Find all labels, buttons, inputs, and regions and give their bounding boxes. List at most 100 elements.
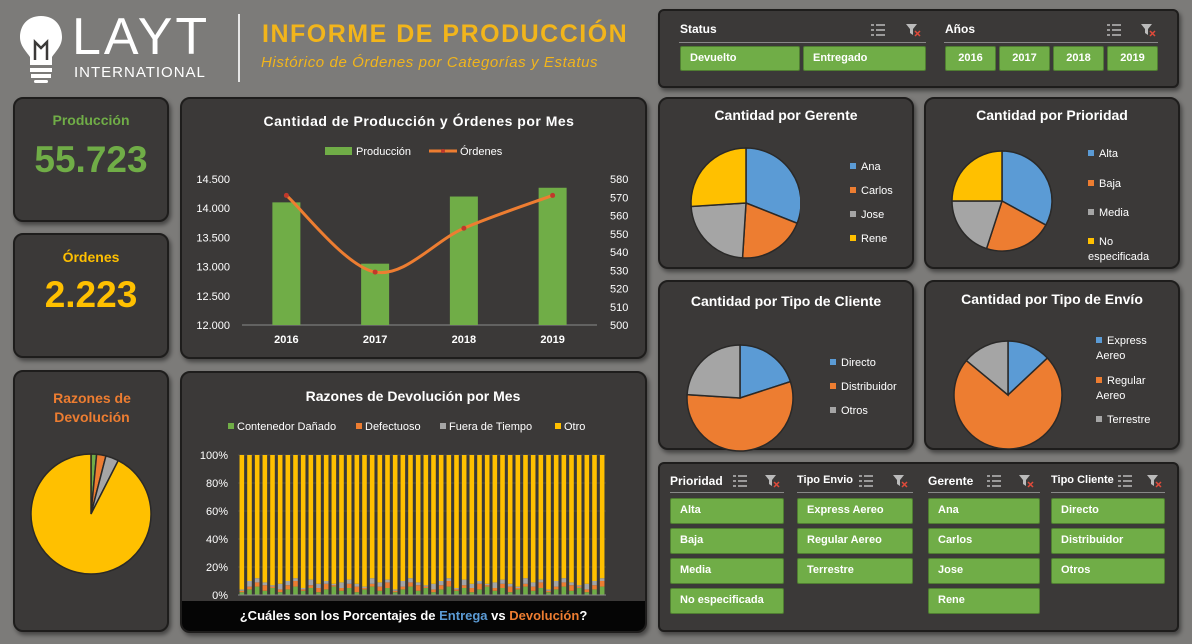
stack-bar-segment [516, 455, 521, 587]
slicer-year-2017[interactable]: 2017 [999, 46, 1050, 71]
slicer-prioridad-alta[interactable]: Alta [670, 498, 784, 524]
banner-entrega: Entrega [439, 608, 487, 623]
stack-bar-segment [493, 588, 498, 591]
legend-marker-ordenes [441, 149, 445, 153]
kpi-produccion-card: Producción 55.723 [13, 97, 169, 222]
legend-label-ordenes: Órdenes [460, 145, 503, 158]
legend-swatch [1088, 238, 1094, 244]
stack-bar-segment [316, 455, 321, 584]
slicer-prioridad-baja[interactable]: Baja [670, 528, 784, 554]
slicer-prioridad-media[interactable]: Media [670, 558, 784, 584]
page-subtitle: Histórico de Órdenes por Categorías y Es… [261, 54, 598, 71]
stack-bar-segment [592, 589, 597, 595]
slicer-year-2018[interactable]: 2018 [1053, 46, 1104, 71]
legend-swatch-defectuoso [356, 423, 362, 429]
stack-bar-segment [539, 582, 544, 588]
multiselect-icon[interactable] [870, 23, 886, 37]
legend-swatch [1096, 377, 1102, 383]
legend-swatch [1088, 180, 1094, 186]
slicer-gerente-jose[interactable]: Jose [928, 558, 1040, 584]
slicer-envio-regular-aereo[interactable]: Regular Aereo [797, 528, 913, 554]
clear-filter-icon[interactable] [1018, 474, 1034, 488]
multiselect-icon[interactable] [1117, 474, 1133, 488]
slicer-cliente-distribuidor[interactable]: Distribuidor [1051, 528, 1165, 554]
stack-bar-segment [286, 581, 291, 585]
slicer-year-2016[interactable]: 2016 [945, 46, 996, 71]
slicer-year-2019[interactable]: 2019 [1107, 46, 1158, 71]
stack-bar-segment [470, 588, 475, 592]
x-tick-label: 2016 [274, 334, 298, 346]
clear-filter-icon[interactable] [1140, 23, 1156, 37]
stack-bar-segment [370, 584, 375, 587]
slicer-status-item-entregado[interactable]: Entregado [803, 46, 926, 71]
stack-bar-segment [539, 588, 544, 595]
stack-bar-segment [431, 589, 436, 592]
slicer-panel-bottom: Prioridad Alta Baja Media No especificad… [658, 462, 1179, 632]
page-title: INFORME DE PRODUCCIÓN [262, 20, 628, 49]
stack-bar-segment [385, 580, 390, 583]
slicer-cliente-directo[interactable]: Directo [1051, 498, 1165, 524]
stack-bar-segment [278, 455, 283, 584]
razones-devolucion-pie-chart [15, 442, 167, 622]
entrega-vs-devolucion-banner[interactable]: ¿Cuáles son los Porcentajes de Entrega v… [182, 601, 645, 631]
stack-bar-segment [500, 580, 505, 584]
clear-filter-icon[interactable] [1146, 474, 1162, 488]
stack-bar-segment [263, 585, 268, 591]
clear-filter-icon[interactable] [764, 474, 780, 488]
slicer-gerente-ana[interactable]: Ana [928, 498, 1040, 524]
stack-bar-segment [577, 455, 582, 585]
razones-slice-otro [31, 454, 151, 574]
stack-bar-segment [416, 455, 421, 582]
legend-swatch-fuera-de-tiempo [440, 423, 446, 429]
clear-filter-icon[interactable] [905, 23, 921, 37]
stack-bar-segment [592, 581, 597, 585]
slicer-status-item-devuelto[interactable]: Devuelto [680, 46, 800, 71]
stack-bar-segment [562, 587, 567, 595]
multiselect-icon[interactable] [858, 474, 874, 488]
prioridad-pie [926, 139, 1066, 269]
stack-bar-segment [370, 455, 375, 578]
slicer-prioridad-no-especificada[interactable]: No especificada [670, 588, 784, 614]
slicer-cliente-otros[interactable]: Otros [1051, 558, 1165, 584]
x-tick-label: 2019 [540, 334, 564, 346]
kpi-produccion-value: 55.723 [15, 139, 167, 181]
stack-bar-segment [316, 584, 321, 588]
stack-bar-segment [531, 587, 536, 591]
y-right-tick-label: 520 [610, 284, 628, 296]
stack-bar-segment [270, 588, 275, 595]
kpi-ordenes-value: 2.223 [15, 274, 167, 316]
multiselect-icon[interactable] [1106, 23, 1122, 37]
legend-label: Express Aereo [1096, 335, 1147, 362]
gerente-card: Cantidad por Gerente Ana Carlos Jose Rene [658, 97, 914, 269]
lightbulb-icon [16, 10, 66, 84]
clear-filter-icon[interactable] [892, 474, 908, 488]
gerente-legend-rene: Rene [850, 232, 910, 247]
banner-text-2: vs [488, 608, 510, 623]
slicer-envio-express-aereo[interactable]: Express Aereo [797, 498, 913, 524]
slicer-gerente-rene[interactable]: Rene [928, 588, 1040, 614]
stack-bar-segment [470, 584, 475, 588]
stack-bar-segment [362, 588, 367, 589]
slicer-gerente-carlos[interactable]: Carlos [928, 528, 1040, 554]
slicer-tipo-envio-title: Tipo Envio [797, 474, 853, 486]
stack-chart-title: Razones de Devolución por Mes [306, 388, 521, 404]
stack-bar-segment [309, 455, 314, 580]
stack-bar-segment [470, 455, 475, 584]
gerente-pie [660, 139, 800, 269]
logo-text: LAYT [72, 8, 210, 66]
stack-bar-segment [401, 455, 406, 581]
stack-bar-segment [431, 455, 436, 584]
x-tick-label: 2017 [363, 334, 387, 346]
stack-bar-segment [324, 581, 329, 584]
legend-label: Rene [861, 233, 887, 245]
legend-swatch [830, 359, 836, 365]
stack-bar-segment [493, 591, 498, 595]
logo-subtext: INTERNATIONAL [74, 64, 206, 81]
stack-bar-segment [516, 588, 521, 589]
stack-bar-segment [454, 455, 459, 588]
stack-bar-segment [554, 587, 559, 590]
slicer-envio-terrestre[interactable]: Terrestre [797, 558, 913, 584]
multiselect-icon[interactable] [986, 474, 1002, 488]
stack-bar-segment [286, 455, 291, 581]
multiselect-icon[interactable] [732, 474, 748, 488]
